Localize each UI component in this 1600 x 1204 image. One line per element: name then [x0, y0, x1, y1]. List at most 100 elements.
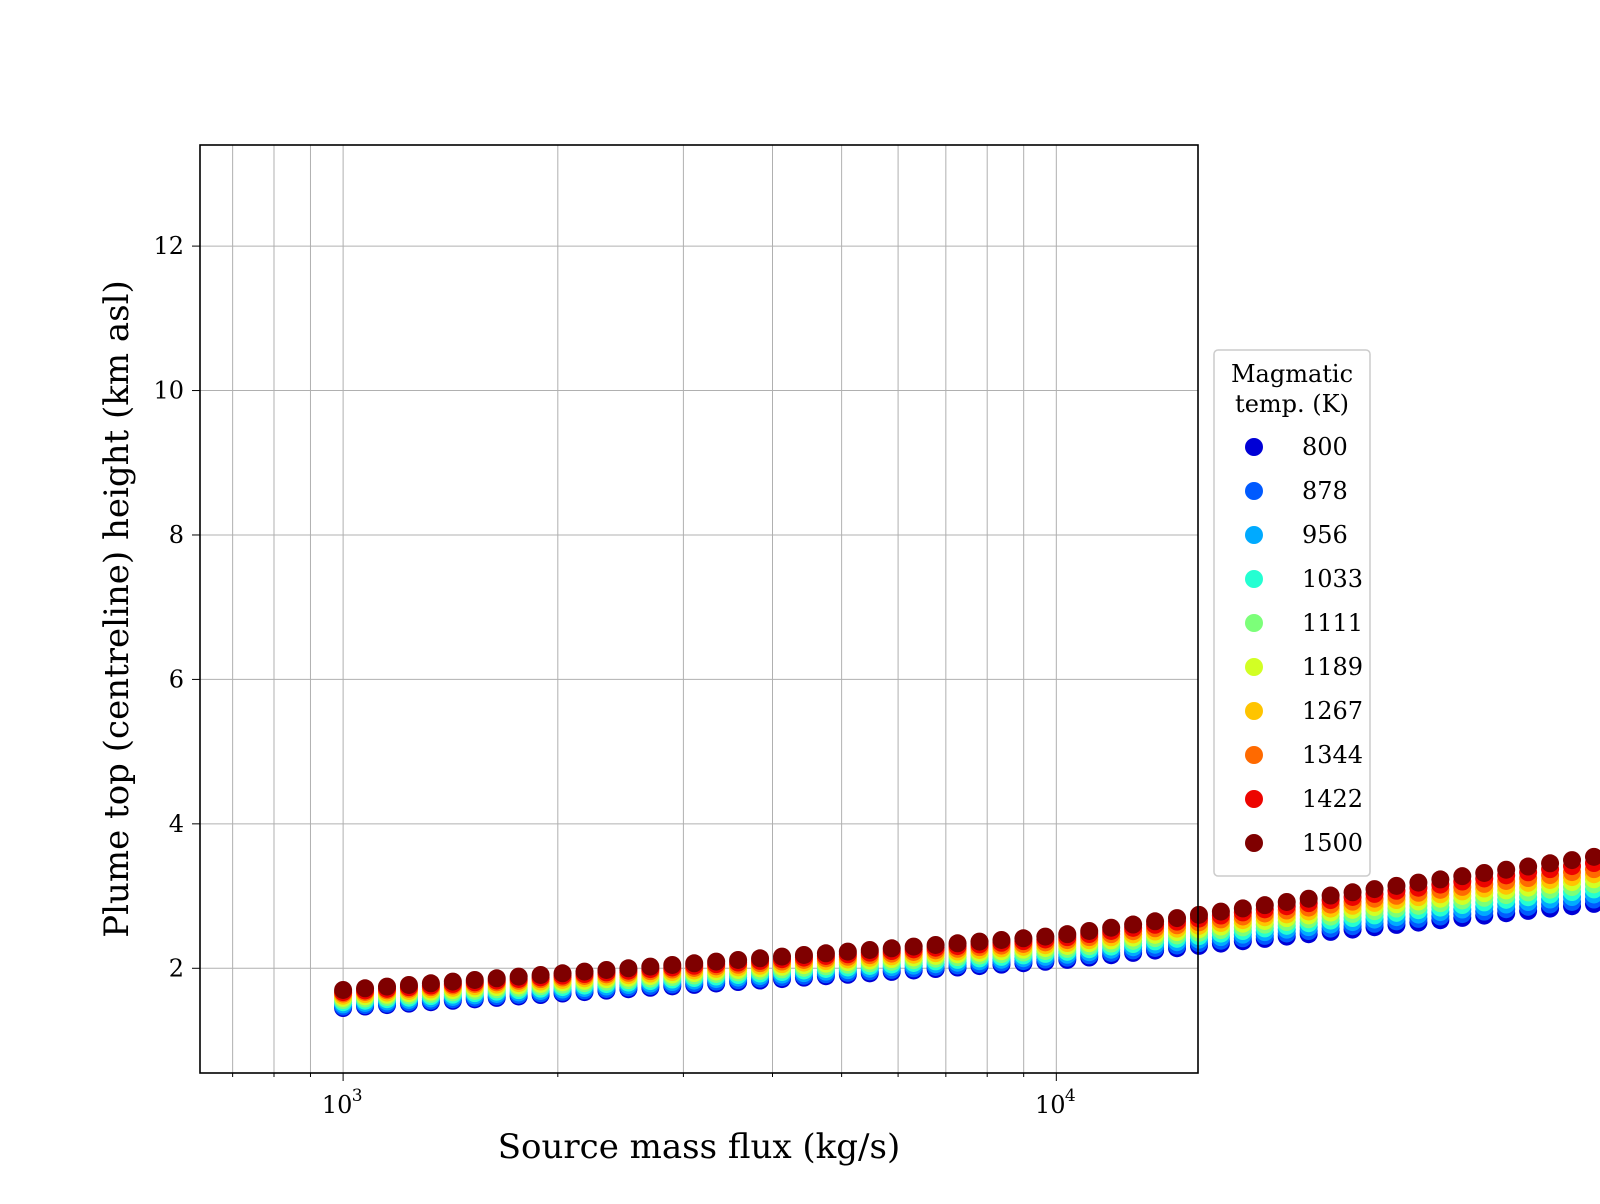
data-point	[1080, 921, 1099, 940]
data-point	[816, 944, 835, 963]
data-point	[1541, 854, 1560, 873]
legend: Magmatic temp. (K) 800 878 956 1033 1111 1189…	[1213, 349, 1371, 877]
ticks-layer: 24681012103104105106107	[153, 232, 1076, 1119]
data-point	[860, 940, 879, 959]
data-point	[992, 930, 1011, 949]
legend-box	[1213, 349, 1371, 877]
data-point	[1453, 867, 1472, 886]
legend-label: 1344	[1302, 741, 1363, 769]
series-800	[334, 894, 1600, 1018]
legend-marker	[1245, 790, 1263, 808]
legend-marker	[1245, 482, 1263, 500]
x-tick-label-exponent: 3	[352, 1086, 363, 1106]
data-point	[378, 977, 397, 996]
data-point	[685, 954, 704, 973]
data-point	[1431, 870, 1450, 889]
data-point	[1211, 902, 1230, 921]
legend-entry: 1500	[1245, 829, 1363, 857]
data-point	[334, 980, 353, 999]
data-point	[1058, 925, 1077, 944]
legend-entry: 1189	[1245, 653, 1363, 681]
data-point	[1189, 905, 1208, 924]
legend-marker	[1245, 570, 1263, 588]
legend-marker	[1245, 614, 1263, 632]
data-point	[553, 964, 572, 983]
data-point	[1036, 927, 1055, 946]
data-point	[1146, 912, 1165, 931]
series-878	[334, 890, 1600, 1016]
legend-label: 800	[1302, 433, 1348, 461]
data-point	[1387, 876, 1406, 895]
data-point	[1475, 863, 1494, 882]
data-point	[707, 952, 726, 971]
data-point	[443, 972, 462, 991]
data-point	[970, 932, 989, 951]
y-tick-label: 2	[169, 954, 184, 982]
data-point	[641, 957, 660, 976]
data-point	[794, 945, 813, 964]
legend-entry: 800	[1245, 433, 1348, 461]
data-point	[773, 947, 792, 966]
data-point	[1409, 873, 1428, 892]
data-point	[531, 965, 550, 984]
y-axis-label: Plume top (centreline) height (km asl)	[97, 280, 137, 938]
data-point	[619, 959, 638, 978]
series-1500	[334, 847, 1600, 999]
legend-label: 1267	[1302, 697, 1363, 725]
legend-label: 1422	[1302, 785, 1363, 813]
legend-entries: 800 878 956 1033 1111 1189 1267 1344 1422 1500	[1245, 433, 1363, 857]
legend-marker	[1245, 834, 1263, 852]
data-point	[1519, 857, 1538, 876]
series-956	[334, 885, 1600, 1014]
legend-label: 878	[1302, 477, 1348, 505]
legend-label: 1189	[1302, 653, 1363, 681]
data-point	[663, 955, 682, 974]
legend-marker	[1245, 702, 1263, 720]
y-tick-label: 10	[153, 377, 184, 405]
data-point	[904, 937, 923, 956]
legend-entry: 1033	[1245, 565, 1363, 593]
x-tick-label-exponent: 4	[1065, 1086, 1076, 1106]
data-point	[1255, 896, 1274, 915]
legend-entry: 1111	[1245, 609, 1363, 637]
data-point	[1563, 851, 1582, 870]
data-point	[1233, 899, 1252, 918]
legend-entry: 1344	[1245, 741, 1363, 769]
data-point	[1584, 847, 1600, 866]
legend-entry: 1422	[1245, 785, 1363, 813]
legend-label: 1111	[1302, 609, 1363, 637]
data-point	[1365, 880, 1384, 899]
data-point	[948, 934, 967, 953]
legend-label: 956	[1302, 521, 1348, 549]
legend-entry: 878	[1245, 477, 1348, 505]
data-point	[487, 969, 506, 988]
data-point	[1277, 892, 1296, 911]
legend-title-line-2: temp. (K)	[1235, 390, 1349, 418]
points-layer	[334, 847, 1600, 1018]
legend-marker	[1245, 746, 1263, 764]
data-point	[926, 935, 945, 954]
legend-label: 1500	[1302, 829, 1363, 857]
data-point	[356, 979, 375, 998]
data-point	[1168, 909, 1187, 928]
data-point	[838, 942, 857, 961]
data-point	[729, 950, 748, 969]
legend-entry: 956	[1245, 521, 1348, 549]
data-point	[1343, 883, 1362, 902]
legend-entry: 1267	[1245, 697, 1363, 725]
legend-title: Magmatic	[1231, 360, 1353, 388]
data-point	[1014, 929, 1033, 948]
data-point	[465, 970, 484, 989]
x-tick-label: 10	[322, 1091, 353, 1119]
legend-label: 1033	[1302, 565, 1363, 593]
data-point	[399, 975, 418, 994]
data-point	[1124, 915, 1143, 934]
data-point	[597, 960, 616, 979]
data-point	[882, 939, 901, 958]
data-point	[421, 974, 440, 993]
y-tick-label: 4	[169, 810, 184, 838]
data-point	[1497, 860, 1516, 879]
data-point	[1321, 886, 1340, 905]
data-point	[509, 967, 528, 986]
